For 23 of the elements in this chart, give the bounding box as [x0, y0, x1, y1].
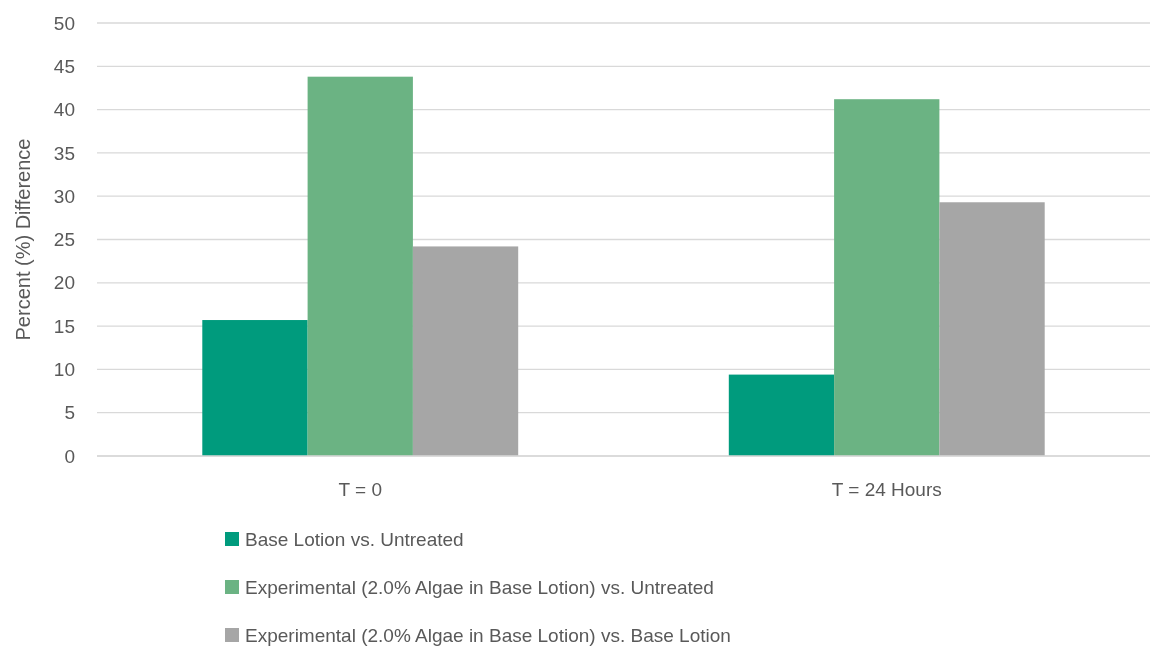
y-tick-label: 25: [53, 229, 75, 251]
y-tick-label: 45: [53, 55, 75, 77]
y-tick-label: 10: [53, 359, 75, 381]
y-tick-label: 5: [64, 402, 75, 424]
y-tick-label: 0: [64, 445, 75, 467]
bar: [939, 202, 1045, 456]
y-tick-label: 30: [53, 185, 75, 207]
x-tick-label: T = 24 Hours: [831, 479, 942, 500]
legend-label: Base Lotion vs. Untreated: [245, 529, 464, 550]
y-axis-title: Percent (%) Difference: [12, 138, 34, 341]
legend-label: Experimental (2.0% Algae in Base Lotion) vs. Base Lotion: [245, 625, 731, 646]
legend-label: Experimental (2.0% Algae in Base Lotion) vs. Untreated: [245, 577, 714, 598]
bar: [307, 76, 413, 456]
bar: [202, 320, 308, 456]
x-tick-label: T = 0: [338, 479, 382, 500]
y-tick-label: 50: [53, 12, 75, 34]
bar: [412, 246, 519, 456]
bar: [728, 374, 835, 456]
bar: [834, 99, 940, 456]
y-tick-label: 40: [53, 99, 75, 121]
y-tick-label: 20: [53, 272, 75, 294]
y-tick-label: 15: [53, 315, 75, 337]
y-tick-label: 35: [53, 142, 75, 164]
